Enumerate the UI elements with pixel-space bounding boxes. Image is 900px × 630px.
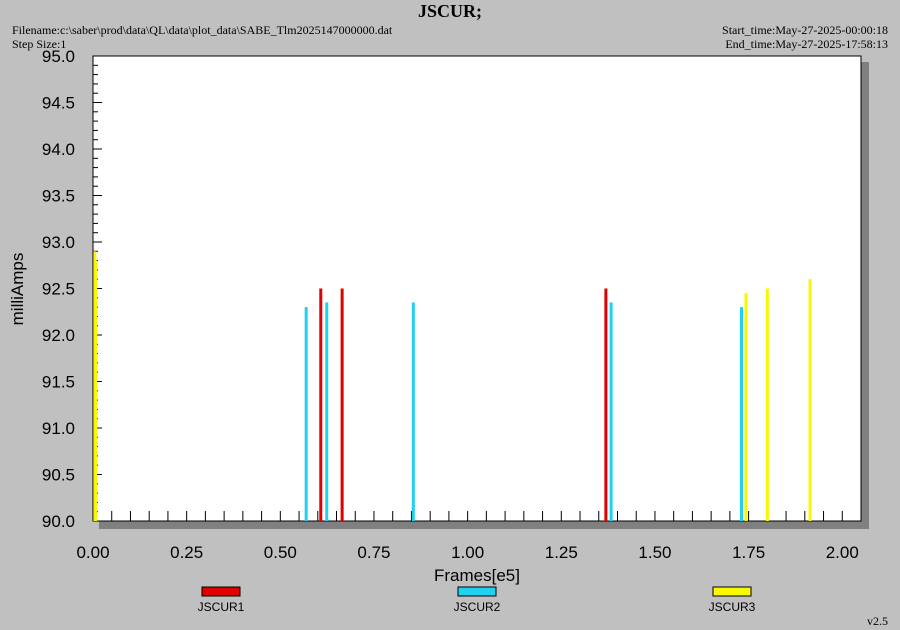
legend-swatch bbox=[201, 586, 241, 597]
x-axis-label: Frames[e5] bbox=[434, 566, 520, 585]
legend-swatch bbox=[457, 586, 497, 597]
jscur2-bar bbox=[411, 302, 415, 521]
y-axis-label: milliAmps bbox=[8, 253, 27, 326]
y-tick-label: 92.5 bbox=[42, 280, 75, 299]
legend: JSCUR1 JSCUR2 JSCUR3 bbox=[198, 586, 756, 614]
jscur3-bar bbox=[744, 293, 748, 521]
y-tick-label: 94.5 bbox=[42, 94, 75, 113]
y-axis: 90.0 90.5 91.0 91.5 92.0 92.5 93.0 93.5 94.0 94.5… bbox=[42, 47, 102, 531]
y-tick-label: 94.0 bbox=[42, 140, 75, 159]
x-tick-label: 1.25 bbox=[545, 543, 578, 562]
y-tick-label: 93.0 bbox=[42, 233, 75, 252]
jscur1-bar bbox=[319, 288, 323, 521]
x-tick-label: 1.00 bbox=[451, 543, 484, 562]
x-tick-label: 1.75 bbox=[732, 543, 765, 562]
legend-label: JSCUR1 bbox=[198, 600, 245, 614]
y-tick-label: 90.5 bbox=[42, 466, 75, 485]
jscur2-bar bbox=[609, 302, 613, 521]
jscur2-bar bbox=[325, 302, 329, 521]
end-time-label: End_time:May-27-2025-17:58:13 bbox=[725, 37, 888, 51]
jscur2-bar bbox=[304, 307, 308, 521]
legend-swatch bbox=[712, 586, 752, 597]
jscur3-bar bbox=[765, 288, 769, 521]
x-tick-label: 2.00 bbox=[826, 543, 859, 562]
jscur1-bar bbox=[604, 288, 608, 521]
start-time-label: Start_time:May-27-2025-00:00:18 bbox=[722, 23, 888, 37]
jscur1-bar bbox=[340, 288, 344, 521]
step-size-label: Step Size:1 bbox=[12, 37, 67, 51]
y-tick-label: 93.5 bbox=[42, 187, 75, 206]
legend-label: JSCUR3 bbox=[709, 600, 756, 614]
x-tick-label: 0.25 bbox=[170, 543, 203, 562]
chart-title: JSCUR; bbox=[417, 1, 482, 21]
y-tick-label: 95.0 bbox=[42, 47, 75, 66]
bars bbox=[93, 251, 812, 522]
version-label: v2.5 bbox=[867, 614, 888, 628]
plot-area bbox=[92, 55, 862, 522]
y-tick-label: 92.0 bbox=[42, 326, 75, 345]
jscur3-bar bbox=[94, 260, 98, 521]
x-tick-label: 1.50 bbox=[638, 543, 671, 562]
x-tick-label: 0.00 bbox=[76, 543, 109, 562]
y-tick-label: 91.5 bbox=[42, 373, 75, 392]
x-axis: 0.00 0.25 0.50 0.75 1.00 1.25 1.50 1.75 2.00 bbox=[76, 511, 862, 562]
jscur2-bar bbox=[739, 307, 743, 521]
y-tick-label: 90.0 bbox=[42, 512, 75, 531]
x-tick-label: 0.50 bbox=[264, 543, 297, 562]
legend-label: JSCUR2 bbox=[454, 600, 501, 614]
jscur3-bar bbox=[808, 279, 812, 521]
filename-label: Filename:c:\saber\prod\data\QL\data\plot… bbox=[12, 23, 393, 37]
y-tick-label: 91.0 bbox=[42, 419, 75, 438]
x-tick-label: 0.75 bbox=[357, 543, 390, 562]
